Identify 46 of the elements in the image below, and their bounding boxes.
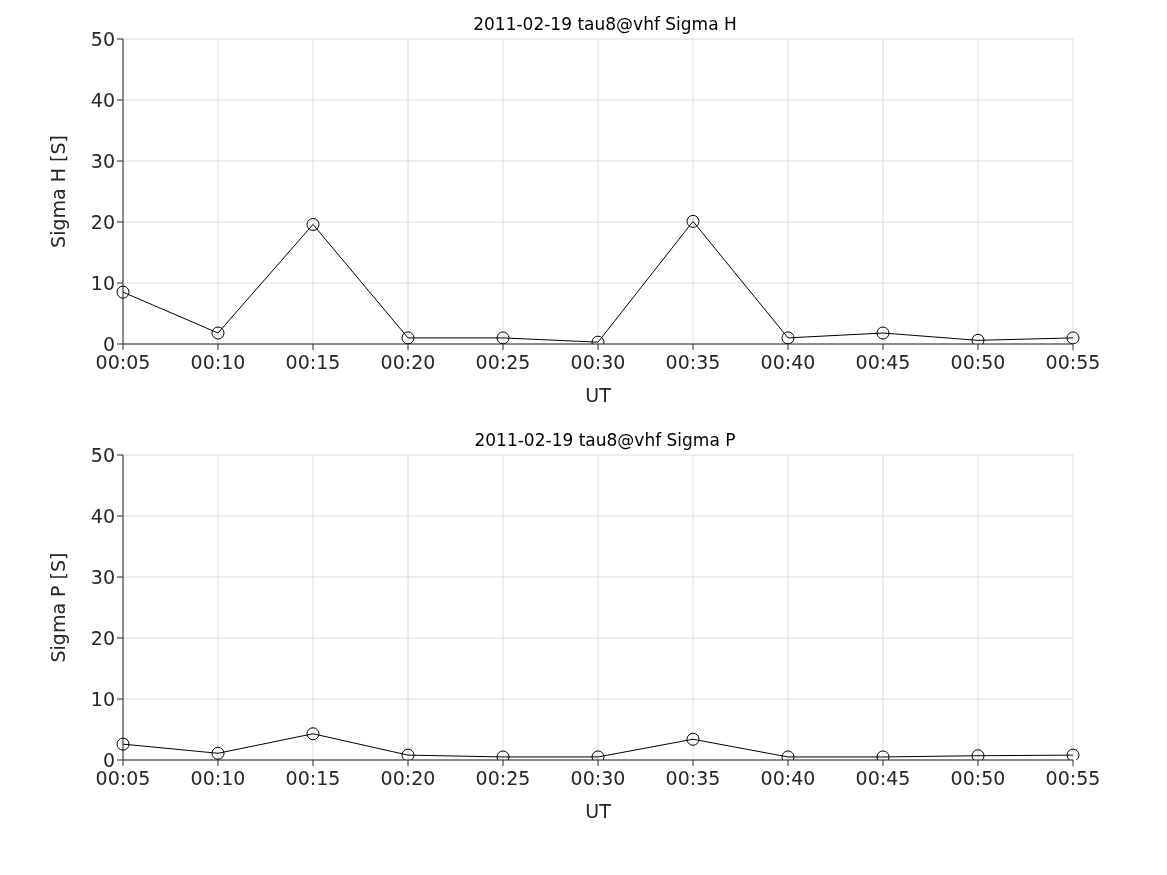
point	[306, 217, 320, 231]
point	[116, 285, 130, 299]
y-tick-label: 30	[90, 565, 115, 588]
y-tick-label: 10	[90, 687, 115, 710]
x-tick-label: 00:10	[190, 767, 246, 790]
point	[1066, 331, 1080, 344]
x-axis-title: UT	[585, 384, 612, 406]
x-tick-label: 00:40	[760, 351, 816, 374]
y-tick-label: 40	[90, 504, 115, 527]
y-tick-label: 50	[90, 443, 115, 466]
y-tick-label: 20	[90, 210, 115, 233]
x-tick-label: 00:30	[570, 351, 626, 374]
x-tick-label: 00:40	[760, 767, 816, 790]
point	[496, 331, 510, 344]
point	[971, 333, 985, 344]
point	[401, 331, 415, 344]
y-tick-label: 20	[90, 626, 115, 649]
x-tick-label: 00:20	[380, 351, 436, 374]
y-tick-label: 50	[90, 27, 115, 50]
point	[686, 214, 700, 228]
x-tick-label: 00:10	[190, 351, 246, 374]
x-tick-label: 00:45	[855, 767, 911, 790]
x-tick-label: 00:20	[380, 767, 436, 790]
y-tick-label: 30	[90, 149, 115, 172]
point	[211, 326, 225, 340]
x-tick-label: 00:55	[1045, 767, 1101, 790]
x-axis-title: UT	[585, 800, 612, 822]
y-axis-title: Sigma H [S]	[46, 135, 69, 248]
x-tick-label: 00:55	[1045, 351, 1101, 374]
x-tick-label: 00:45	[855, 351, 911, 374]
chart-title: 2011-02-19 tau8@vhf Sigma H	[472, 14, 738, 34]
x-tick-label: 00:25	[475, 767, 531, 790]
y-tick-label: 40	[90, 88, 115, 111]
x-tick-label: 00:15	[285, 351, 341, 374]
y-axis-title: Sigma P [S]	[46, 552, 69, 663]
x-tick-label: 00:25	[475, 351, 531, 374]
x-tick-label: 00:30	[570, 767, 626, 790]
x-tick-label: 00:50	[950, 351, 1006, 374]
chart-title: 2011-02-19 tau8@vhf Sigma P	[473, 430, 737, 450]
point	[781, 331, 795, 344]
y-tick-label: 10	[90, 271, 115, 294]
point	[876, 326, 890, 340]
x-tick-label: 00:15	[285, 767, 341, 790]
x-tick-label: 00:35	[665, 351, 721, 374]
x-tick-label: 00:35	[665, 767, 721, 790]
x-tick-label: 00:50	[950, 767, 1006, 790]
